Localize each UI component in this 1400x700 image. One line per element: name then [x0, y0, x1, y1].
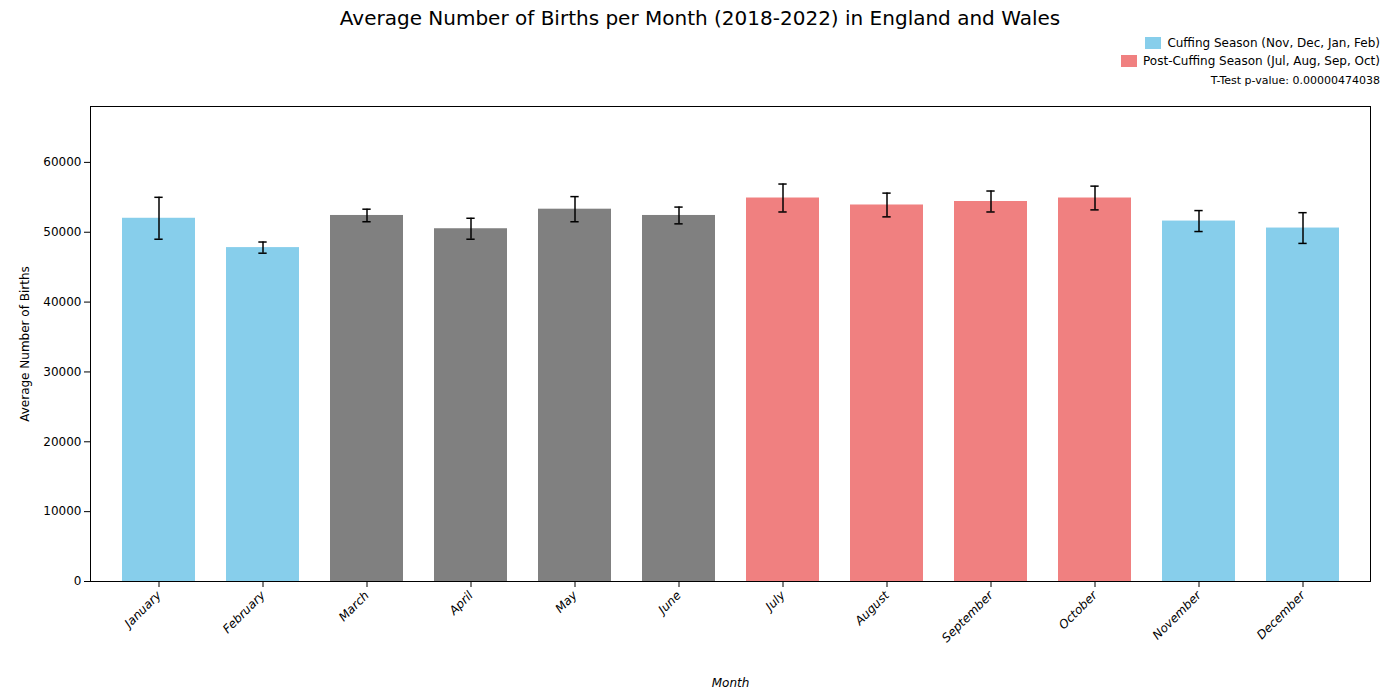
svg-text:May: May	[552, 588, 580, 616]
svg-text:50000: 50000	[43, 225, 81, 239]
html-text:Post-Cuffing Season (Jul, Aug,: Post-Cuffing Season (Jul, Aug, Sep, Oct)	[1143, 54, 1380, 68]
svg-text:August: August	[852, 587, 893, 628]
svg-text:September: September	[939, 588, 997, 646]
svg-text:April: April	[446, 588, 476, 618]
html-text:Average Number of Births per M: Average Number of Births per Month (2018…	[339, 6, 1061, 30]
svg-text:Month: Month	[712, 676, 750, 690]
html-text:T-Test p-value: 0.00000474038: T-Test p-value: 0.00000474038	[1210, 74, 1380, 87]
svg-text:November: November	[1150, 588, 1205, 643]
svg-text:0: 0	[74, 574, 82, 588]
svg-text:60000: 60000	[43, 155, 81, 169]
svg-text:40000: 40000	[43, 295, 81, 309]
svg-text:10000: 10000	[43, 504, 81, 518]
svg-text:20000: 20000	[43, 435, 81, 449]
svg-text:30000: 30000	[43, 365, 81, 379]
svg-text:October: October	[1056, 588, 1101, 633]
html-text:Cuffing Season (Nov, Dec, Jan,: Cuffing Season (Nov, Dec, Jan, Feb)	[1167, 36, 1380, 50]
svg-text:March: March	[336, 588, 372, 624]
svg-text:June: June	[654, 588, 684, 618]
svg-text:July: July	[761, 588, 788, 615]
svg-text:February: February	[220, 588, 269, 637]
svg-text:January: January	[120, 588, 164, 632]
svg-text:December: December	[1254, 588, 1309, 643]
svg-text:Average Number of Births: Average Number of Births	[18, 266, 32, 422]
